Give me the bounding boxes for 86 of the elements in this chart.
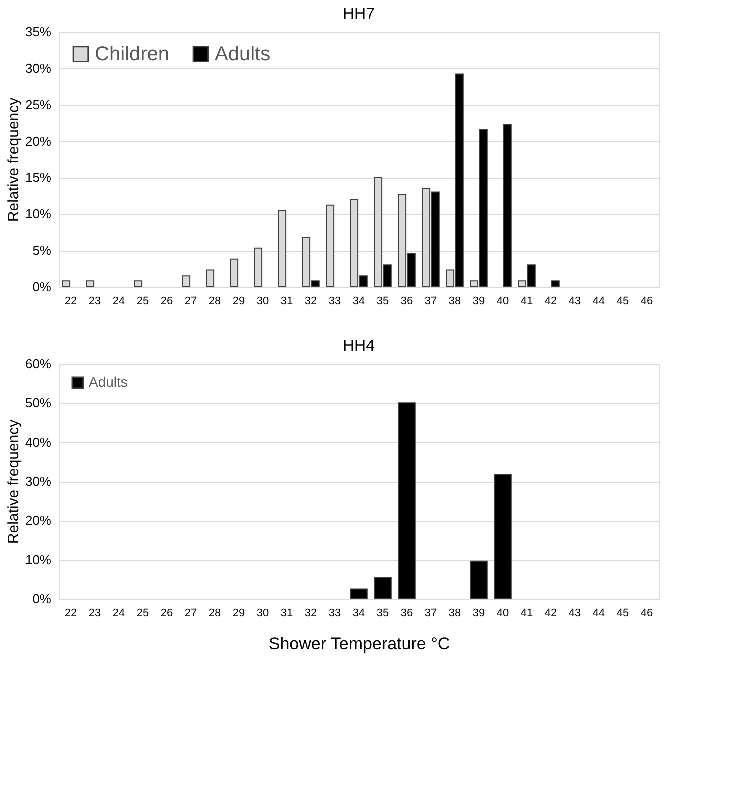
x-tick-label: 27 — [184, 296, 198, 308]
bar — [182, 276, 191, 288]
x-tick-label: 29 — [232, 608, 246, 620]
x-tick-label: 40 — [496, 296, 510, 308]
x-tick-label: 37 — [424, 608, 438, 620]
chart-title: HH7 — [342, 6, 376, 23]
y-tick-label: 25% — [25, 97, 52, 112]
bar — [230, 258, 239, 288]
x-tick-label: 36 — [400, 296, 414, 308]
x-tick-label: 46 — [640, 608, 654, 620]
y-tick-label: 40% — [25, 434, 52, 450]
bar — [470, 560, 488, 600]
x-tick-label: 27 — [184, 608, 198, 620]
x-tick-label: 25 — [136, 608, 150, 620]
x-tick-label: 45 — [616, 608, 630, 620]
y-tick-label: 15% — [25, 170, 52, 186]
x-tick-label: 39 — [472, 296, 486, 308]
x-tick-label: 23 — [88, 608, 102, 620]
y-axis-title: Relative frequency — [5, 97, 22, 222]
x-tick-label: 24 — [112, 296, 126, 308]
x-tick-label: 24 — [112, 608, 126, 620]
legend-label: Children — [95, 43, 170, 66]
y-tick-label: 50% — [25, 396, 52, 411]
y-axis-title: Relative frequency — [5, 419, 22, 544]
x-tick-label: 34 — [352, 608, 366, 620]
y-tick-label: 0% — [32, 592, 52, 606]
y-tick-label: 60% — [25, 356, 52, 372]
bar — [374, 577, 392, 600]
y-tick-label: 10% — [25, 206, 52, 222]
x-tick-label: 30 — [256, 296, 270, 308]
x-tick-label: 22 — [64, 608, 78, 620]
x-tick-label: 23 — [88, 296, 102, 308]
x-tick-label: 30 — [256, 608, 270, 620]
x-tick-label: 31 — [280, 296, 294, 308]
x-tick-label: 38 — [448, 608, 462, 620]
bar — [503, 124, 512, 288]
x-tick-label: 36 — [400, 608, 414, 620]
x-tick-label: 35 — [376, 296, 390, 308]
x-tick-label: 38 — [448, 296, 462, 308]
x-axis-title: Shower Temperature °C — [268, 634, 450, 654]
x-tick-label: 42 — [544, 608, 558, 620]
y-tick-label: 30% — [25, 60, 52, 76]
chart-title: HH4 — [342, 338, 376, 355]
x-tick-label: 39 — [472, 608, 486, 620]
x-tick-label: 28 — [208, 296, 222, 308]
x-tick-label: 34 — [352, 296, 366, 308]
bar — [494, 474, 512, 600]
x-tick-label: 44 — [592, 296, 606, 308]
x-tick-label: 45 — [616, 296, 630, 308]
x-tick-label: 37 — [424, 296, 438, 308]
x-tick-label: 32 — [304, 296, 318, 308]
legend-label: Adults — [89, 374, 128, 390]
y-tick-label: 10% — [25, 552, 52, 568]
bar — [134, 280, 143, 288]
x-tick-label: 25 — [136, 296, 150, 308]
bar — [398, 402, 416, 600]
x-tick-label: 43 — [568, 296, 582, 308]
x-tick-label: 44 — [592, 608, 606, 620]
y-tick-label: 0% — [32, 280, 52, 294]
y-tick-label: 30% — [25, 474, 52, 489]
x-tick-label: 41 — [520, 608, 534, 620]
y-tick-label: 20% — [25, 513, 52, 528]
bar — [551, 280, 560, 288]
y-tick-label: 35% — [25, 24, 52, 40]
x-tick-label: 33 — [328, 608, 342, 620]
x-tick-label: 22 — [64, 296, 78, 308]
legend-label: Adults — [215, 43, 271, 66]
bar — [86, 280, 95, 288]
bar — [350, 588, 368, 600]
x-tick-label: 29 — [232, 296, 246, 308]
x-tick-label: 26 — [160, 608, 174, 620]
y-tick-label: 20% — [25, 134, 52, 149]
x-tick-label: 33 — [328, 296, 342, 308]
x-tick-label: 28 — [208, 608, 222, 620]
x-tick-label: 31 — [280, 608, 294, 620]
x-tick-label: 43 — [568, 608, 582, 620]
bar — [62, 280, 71, 288]
x-tick-label: 26 — [160, 296, 174, 308]
x-tick-label: 42 — [544, 296, 558, 308]
x-tick-label: 46 — [640, 296, 654, 308]
x-tick-label: 40 — [496, 608, 510, 620]
x-tick-label: 41 — [520, 296, 534, 308]
x-tick-label: 35 — [376, 608, 390, 620]
y-tick-label: 5% — [32, 243, 52, 258]
x-tick-label: 32 — [304, 608, 318, 620]
bar — [206, 270, 215, 288]
